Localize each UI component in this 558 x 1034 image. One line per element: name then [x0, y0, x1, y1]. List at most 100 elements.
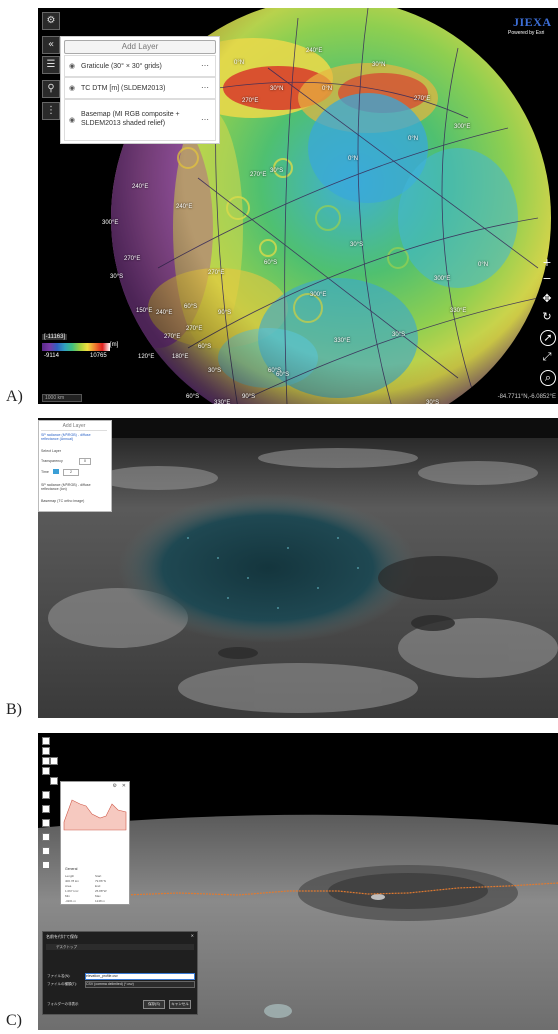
settings-button[interactable]: ⚙ — [42, 12, 60, 30]
elevation-profile-chart — [62, 792, 128, 832]
properties-title: General — [65, 867, 78, 871]
legend-min: -9114 — [44, 353, 59, 359]
graticule-label: 0°N — [408, 136, 419, 142]
layer-item-graticule[interactable]: ◉ Graticule (30° × 30° grids) ⋯ — [64, 55, 216, 77]
eye-icon[interactable]: ◉ — [69, 117, 76, 124]
tool-icon[interactable] — [42, 805, 50, 813]
graticule-label: 30°N — [372, 62, 386, 68]
graticule-label: 270°E — [250, 172, 267, 178]
graticule-label: 90°S — [218, 310, 232, 316]
graticule-label: 90°S — [242, 394, 256, 400]
graticule-label: 120°E — [138, 354, 155, 360]
save-button[interactable]: 保存(S) — [143, 1000, 165, 1009]
terrain-view[interactable] — [38, 418, 558, 718]
close-icon[interactable]: ✕ — [190, 933, 194, 938]
property-cell: 25.88°W — [95, 889, 107, 893]
property-cell: Length — [65, 874, 75, 878]
fullscreen-icon[interactable]: ⤢ — [542, 350, 552, 363]
collapse-panel-button[interactable]: « — [42, 36, 60, 54]
graticule-label: 0°N — [478, 262, 489, 268]
graticule-label: 300°E — [434, 276, 451, 282]
panel-label-a: A) — [6, 388, 23, 405]
property-cell: Min — [65, 894, 70, 898]
rotate-icon[interactable]: ↻ — [542, 310, 552, 323]
tool-icon[interactable] — [42, 819, 50, 827]
file-name-input[interactable]: elevation_profile.csv — [85, 973, 195, 980]
link-button[interactable]: ⚲ — [42, 80, 60, 98]
pan-icon[interactable]: ✥ — [542, 292, 552, 305]
graticule-label: 270°E — [414, 96, 431, 102]
save-dialog: 名前を付けて保存 ✕ デスクトップ ファイル名(N): elevation_pr… — [42, 931, 198, 1015]
elevation-legend-bar — [42, 343, 110, 351]
close-icon[interactable]: ✕ — [121, 783, 126, 789]
graticule-label: 60°S — [184, 304, 198, 310]
folder-toggle[interactable]: フォルダーの非表示 — [47, 1002, 79, 1006]
tool-icon[interactable] — [42, 791, 50, 799]
graticule-label: 60°S — [198, 344, 212, 350]
graticule-label: 30°S — [270, 168, 284, 174]
transparency-label: Transparency — [41, 459, 63, 463]
compass-icon[interactable]: ➚ — [540, 330, 556, 346]
more-options-icon[interactable]: ⋯ — [201, 83, 209, 92]
cancel-button[interactable]: キャンセル — [169, 1000, 191, 1009]
graticule-label: 270°E — [242, 98, 259, 104]
layer-panel: Add Layer SP radiance (M³/RGB) - diffuse… — [38, 420, 112, 512]
graticule-label: 300°E — [454, 124, 471, 130]
graticule-label: 300°E — [102, 220, 119, 226]
panel-a-globe-view: ⚙ « ☰ ⚲ ⋮ Add Layer ◉ Graticule (30° × 3… — [38, 8, 558, 404]
panel-label-c: C) — [6, 1012, 22, 1029]
graticule-label: 270°E — [164, 334, 181, 340]
add-layer-button[interactable]: Add Layer — [64, 40, 216, 54]
layer-item-tc-dtm[interactable]: ◉ TC DTM [m] (SLDEM2013) ⋯ — [64, 77, 216, 99]
dialog-title: 名前を付けて保存 — [46, 934, 78, 939]
eye-icon[interactable]: ◉ — [69, 63, 76, 70]
graticule-label: 240°E — [132, 184, 149, 190]
layer-name: TC DTM [m] (SLDEM2013) — [81, 85, 166, 92]
eye-icon[interactable]: ◉ — [69, 85, 76, 92]
search-icon[interactable]: ⌕ — [540, 370, 556, 386]
select-layer-label[interactable]: Select Layer — [41, 449, 61, 453]
globe-map[interactable] — [38, 8, 558, 404]
tool-icon[interactable] — [42, 747, 50, 755]
property-cell: Start — [95, 874, 102, 878]
graticule-label: 60°S — [276, 372, 290, 378]
tool-icon[interactable] — [42, 847, 50, 855]
settings-icon[interactable]: ⚙ — [112, 783, 117, 789]
time-slider-handle[interactable] — [53, 469, 59, 474]
layers-button[interactable]: ☰ — [42, 56, 60, 74]
cursor-coordinates: -84.7711°N,-6.0852°E — [497, 394, 556, 400]
layer-panel: Add Layer ◉ Graticule (30° × 30° grids) … — [60, 36, 220, 144]
transparency-input[interactable]: 0 — [79, 458, 91, 465]
tool-icon[interactable] — [42, 833, 50, 841]
graticule-label: 330°E — [334, 338, 351, 344]
graticule-label: 60°S — [186, 394, 200, 400]
graticule-label: 60°S — [264, 260, 278, 266]
layer-item-basemap-tc[interactable]: Basemap (TC ortho image) — [41, 499, 85, 503]
tool-icon[interactable] — [50, 757, 58, 765]
tool-icon[interactable] — [42, 861, 50, 869]
more-options-icon[interactable]: ⋯ — [201, 115, 209, 124]
path-bar[interactable]: デスクトップ — [46, 944, 194, 950]
graticule-label: 150°E — [136, 308, 153, 314]
time-input[interactable]: 2 — [63, 469, 79, 476]
add-layer-button[interactable]: Add Layer — [41, 423, 107, 431]
graticule-label: 240°E — [176, 204, 193, 210]
tool-icon[interactable] — [42, 737, 50, 745]
layer-item-basemap[interactable]: ◉ Basemap (MI RGB composite + SLDEM2013 … — [64, 99, 216, 141]
tool-icon[interactable] — [42, 767, 50, 775]
more-menu-button[interactable]: ⋮ — [42, 102, 60, 120]
tool-icon[interactable] — [50, 777, 58, 785]
graticule-label: 270°E — [186, 326, 203, 332]
more-options-icon[interactable]: ⋯ — [201, 61, 209, 70]
legend-range: [-11163] — [42, 334, 68, 340]
layer-item-sp-annual[interactable]: SP radiance (M³/RGB) - diffuse reflectan… — [41, 433, 91, 441]
tool-icon[interactable] — [42, 757, 50, 765]
property-cell: End — [95, 884, 101, 888]
property-cell: Area — [65, 884, 72, 888]
graticule-label: 30°S — [350, 242, 364, 248]
file-type-select[interactable]: CSV (comma delimited) (*.csv) — [85, 981, 195, 988]
graticule-label: 240°E — [306, 48, 323, 54]
layer-item-sp-lon[interactable]: SP radiance (M³/RGB) - diffuse reflectan… — [41, 483, 91, 491]
zoom-out-button[interactable]: − — [542, 272, 552, 285]
zoom-in-button[interactable]: + — [542, 256, 552, 269]
